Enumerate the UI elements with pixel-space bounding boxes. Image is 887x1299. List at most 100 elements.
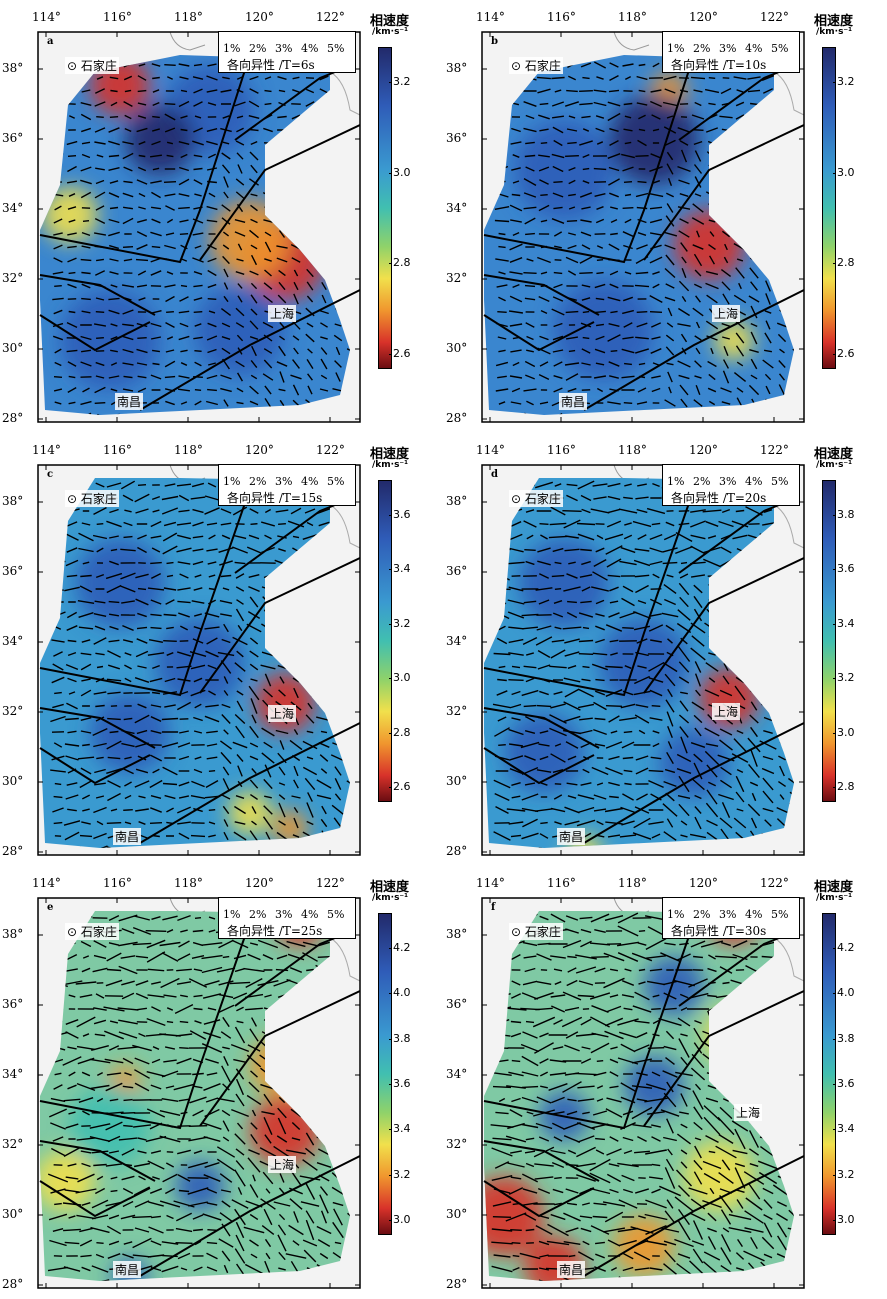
city-nanchang: 南昌 <box>557 1261 586 1278</box>
colorbar <box>378 47 392 369</box>
lon-label: 116° <box>103 443 132 457</box>
lat-label: 32° <box>2 271 24 285</box>
lon-label: 120° <box>689 443 718 457</box>
map-panel-e: 114° 116° 118° 120° 122° 38° 36° 34° 32° 30° 28° e ⊙… <box>0 866 443 1299</box>
colorbar-unit: /km·s⁻¹ <box>372 893 409 903</box>
colorbar-tick: 3.6 <box>389 508 411 521</box>
colorbar <box>378 913 392 1235</box>
panel-label: f <box>491 902 496 913</box>
anisotropy-legend: 1% 2% 3% 4% 5% 各向异性 /T=10s <box>662 31 800 73</box>
panel-label: a <box>47 36 54 47</box>
lon-label: 120° <box>689 10 718 24</box>
lat-label: 30° <box>2 774 24 788</box>
anisotropy-legend: 1% 2% 3% 4% 5% 各向异性 /T=6s <box>218 31 356 73</box>
lat-label: 30° <box>446 341 468 355</box>
lat-label: 32° <box>2 1137 24 1151</box>
lat-label: 34° <box>446 201 468 215</box>
lat-label: 38° <box>2 927 24 941</box>
velocity-field <box>40 478 350 848</box>
period-title: 各向异性 /T=30s <box>671 924 767 938</box>
city-nanchang: 南昌 <box>113 828 142 845</box>
lat-label: 36° <box>446 564 468 578</box>
lat-label: 34° <box>2 1067 24 1081</box>
colorbar-tick: 3.8 <box>833 508 855 521</box>
lat-label: 38° <box>446 927 468 941</box>
colorbar-tick: 2.6 <box>833 347 855 360</box>
colorbar-tick: 3.4 <box>833 1122 855 1135</box>
lat-label: 28° <box>446 844 468 858</box>
colorbar-unit: /km·s⁻¹ <box>372 27 409 37</box>
colorbar-tick: 3.4 <box>389 562 411 575</box>
city-shijiazhuang: ⊙ 石家庄 <box>65 490 119 507</box>
lon-label: 120° <box>245 876 274 890</box>
city-nanchang: 南昌 <box>557 828 586 845</box>
lon-label: 122° <box>316 876 345 890</box>
colorbar-tick: 3.2 <box>833 1168 855 1181</box>
lon-label: 116° <box>103 876 132 890</box>
colorbar <box>378 480 392 802</box>
period-title: 各向异性 /T=10s <box>671 58 767 72</box>
map-panel-a: 114° 116° 118° 120° 122° 38° 36° 34° 32° 30° 28° a ⊙… <box>0 0 443 433</box>
lon-label: 120° <box>689 876 718 890</box>
lat-label: 32° <box>446 271 468 285</box>
lon-label: 114° <box>32 876 61 890</box>
city-shanghai: 上海 <box>268 305 297 322</box>
colorbar-tick: 3.8 <box>389 1032 411 1045</box>
lon-label: 120° <box>245 10 274 24</box>
panel-label: d <box>491 469 498 480</box>
colorbar-unit: /km·s⁻¹ <box>816 893 853 903</box>
lat-label: 30° <box>2 341 24 355</box>
colorbar-tick: 3.2 <box>833 671 855 684</box>
colorbar-tick: 2.6 <box>389 347 411 360</box>
lat-label: 32° <box>2 704 24 718</box>
city-nanchang: 南昌 <box>113 1261 142 1278</box>
colorbar <box>822 47 836 369</box>
lon-label: 114° <box>32 443 61 457</box>
colorbar-tick: 4.2 <box>389 941 411 954</box>
lat-label: 38° <box>446 61 468 75</box>
lon-label: 116° <box>547 443 576 457</box>
colorbar-tick: 3.0 <box>389 166 411 179</box>
colorbar-tick: 2.8 <box>389 726 411 739</box>
colorbar-unit: /km·s⁻¹ <box>816 27 853 37</box>
lat-label: 30° <box>446 774 468 788</box>
lat-label: 38° <box>2 494 24 508</box>
period-title: 各向异性 /T=6s <box>227 58 315 72</box>
colorbar-tick: 2.6 <box>389 780 411 793</box>
lat-label: 38° <box>2 61 24 75</box>
map-panel-b: 114° 116° 118° 120° 122° 38° 36° 34° 32° 30° 28° b ⊙… <box>444 0 887 433</box>
lon-label: 118° <box>174 10 203 24</box>
lon-label: 114° <box>476 10 505 24</box>
city-shanghai: 上海 <box>712 703 741 720</box>
city-shijiazhuang: ⊙ 石家庄 <box>509 57 563 74</box>
lat-label: 34° <box>2 634 24 648</box>
lat-label: 34° <box>446 1067 468 1081</box>
colorbar-tick: 3.6 <box>833 562 855 575</box>
period-title: 各向异性 /T=25s <box>227 924 323 938</box>
colorbar <box>822 913 836 1235</box>
map-panel-d: 114° 116° 118° 120° 122° 38° 36° 34° 32° 30° 28° d ⊙… <box>444 433 887 866</box>
colorbar-tick: 2.8 <box>833 780 855 793</box>
lat-label: 32° <box>446 1137 468 1151</box>
colorbar-tick: 3.0 <box>833 166 855 179</box>
colorbar <box>822 480 836 802</box>
colorbar-title: 相速度 <box>370 14 410 29</box>
city-shijiazhuang: ⊙ 石家庄 <box>65 57 119 74</box>
colorbar-unit: /km·s⁻¹ <box>816 460 853 470</box>
lat-label: 36° <box>2 997 24 1011</box>
colorbar-tick: 3.2 <box>389 75 411 88</box>
lat-label: 28° <box>2 1277 24 1291</box>
city-shanghai: 上海 <box>712 305 741 322</box>
colorbar-title: 相速度 <box>370 880 410 895</box>
lon-label: 114° <box>476 876 505 890</box>
colorbar-tick: 3.6 <box>389 1077 411 1090</box>
colorbar-tick: 3.0 <box>833 1213 855 1226</box>
city-shijiazhuang: ⊙ 石家庄 <box>509 923 563 940</box>
city-shijiazhuang: ⊙ 石家庄 <box>509 490 563 507</box>
colorbar-tick: 3.2 <box>389 617 411 630</box>
lon-label: 118° <box>618 876 647 890</box>
lat-label: 34° <box>446 634 468 648</box>
lon-label: 122° <box>316 443 345 457</box>
period-title: 各向异性 /T=20s <box>671 491 767 505</box>
lat-label: 36° <box>2 131 24 145</box>
